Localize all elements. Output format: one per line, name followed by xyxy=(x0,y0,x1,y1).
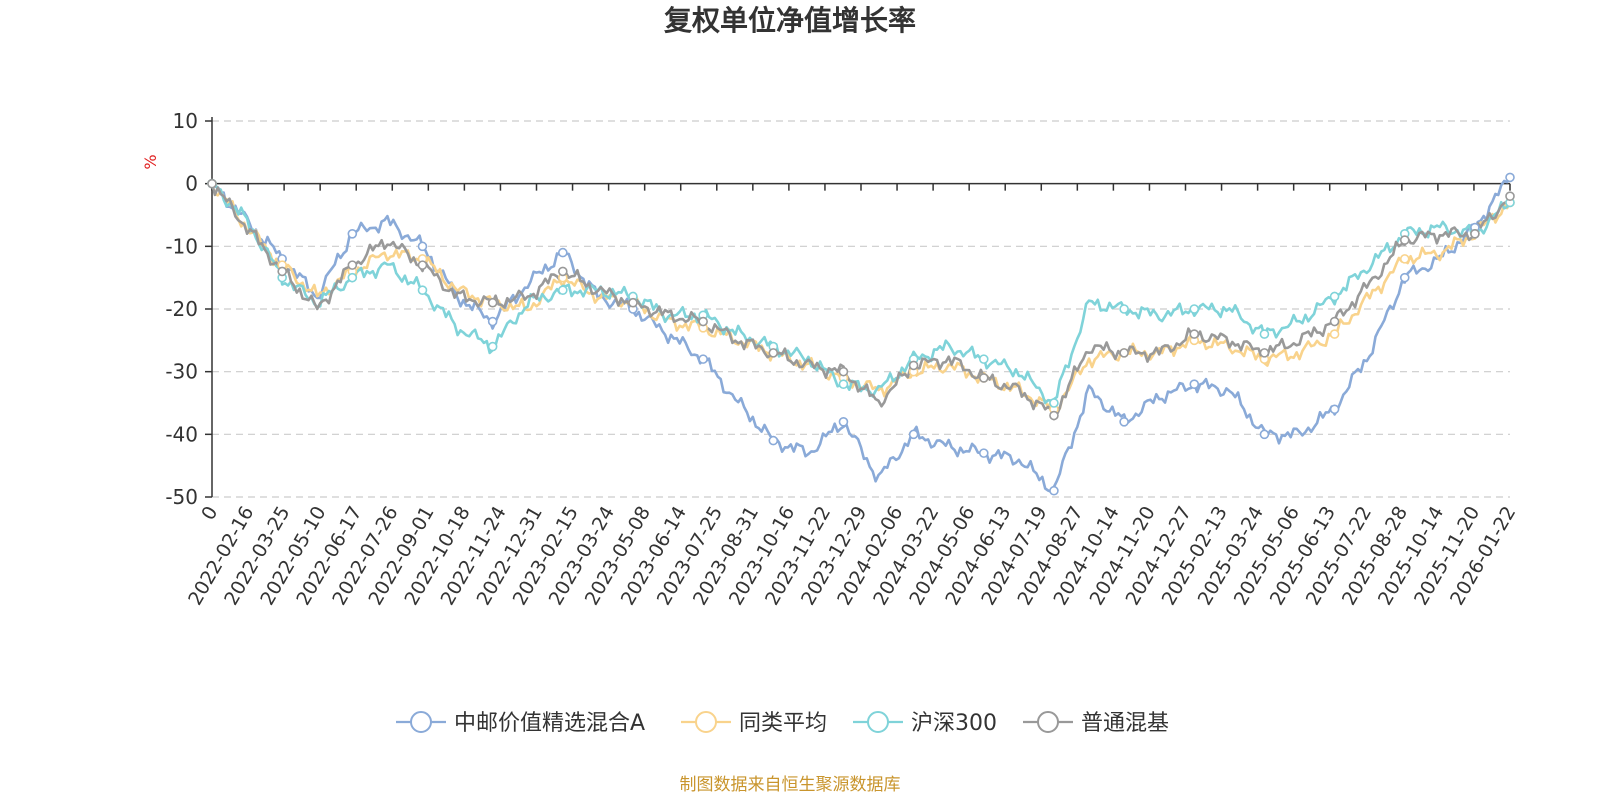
legend-circle-icon xyxy=(695,711,717,733)
series-marker xyxy=(1259,348,1270,358)
series-marker xyxy=(698,354,708,364)
series-marker xyxy=(1189,379,1200,390)
series-marker xyxy=(978,448,989,458)
grid-layer xyxy=(212,120,1510,498)
legend-label: 沪深300 xyxy=(911,711,997,736)
y-tick-label: -10 xyxy=(165,234,198,258)
series-line xyxy=(211,182,1512,405)
series-marker xyxy=(347,272,358,283)
y-tick-label: 10 xyxy=(173,109,198,133)
series-marker xyxy=(487,341,498,352)
series-line xyxy=(210,183,1512,421)
series-marker xyxy=(1189,329,1200,339)
series-marker xyxy=(978,354,989,364)
series-marker xyxy=(838,366,849,377)
marker-layer xyxy=(207,172,1515,496)
series-marker xyxy=(768,348,779,358)
legend-item[interactable]: 同类平均 xyxy=(681,711,827,736)
legend-item[interactable]: 中邮价值精选混合A xyxy=(396,711,645,736)
series-marker xyxy=(1259,429,1270,440)
legend-item[interactable]: 普通混基 xyxy=(1023,711,1169,736)
series-marker xyxy=(1189,304,1200,314)
series-marker xyxy=(417,285,428,296)
series-marker xyxy=(1505,191,1515,201)
series-marker xyxy=(558,247,568,258)
series-marker xyxy=(487,297,498,308)
legend[interactable]: 中邮价值精选混合A 同类平均 沪深300 普通混基 xyxy=(396,711,1169,736)
series-marker xyxy=(1329,404,1340,415)
y-tick-label: 0 xyxy=(185,172,198,196)
series-marker xyxy=(978,373,989,383)
legend-label: 普通混基 xyxy=(1081,711,1169,736)
series-marker xyxy=(628,297,638,308)
series-marker xyxy=(1329,316,1340,327)
series-marker xyxy=(908,360,919,371)
series-marker xyxy=(277,266,287,277)
series-marker xyxy=(1329,291,1340,302)
series-marker xyxy=(1119,348,1129,358)
series-marker xyxy=(487,316,498,327)
series-marker xyxy=(1049,485,1059,496)
series-marker xyxy=(1399,272,1410,283)
series-marker xyxy=(698,316,708,327)
series-marker xyxy=(1470,229,1480,239)
series-marker xyxy=(908,429,919,440)
series-marker xyxy=(1399,254,1410,264)
series-marker xyxy=(207,178,217,189)
series-marker xyxy=(417,260,428,270)
series-marker xyxy=(347,260,358,270)
series-marker xyxy=(768,435,779,446)
series-marker xyxy=(1505,172,1515,183)
legend-item[interactable]: 沪深300 xyxy=(853,711,997,736)
series-layer xyxy=(210,176,1512,493)
y-tick-label: -50 xyxy=(165,485,198,509)
series-marker xyxy=(1119,304,1129,314)
series-marker xyxy=(1049,398,1059,408)
series-marker xyxy=(1399,235,1410,245)
series-marker xyxy=(347,229,358,239)
series-marker xyxy=(1329,329,1340,339)
series-marker xyxy=(417,241,428,252)
legend-circle-icon xyxy=(867,711,889,733)
y-tick-label: -30 xyxy=(165,360,198,384)
y-axis-unit: % xyxy=(141,154,160,169)
legend-label: 同类平均 xyxy=(739,711,827,736)
series-line xyxy=(210,183,1512,411)
series-marker xyxy=(558,266,568,277)
axis-layer: 100-10-20-30-40-5002022-02-162022-03-252… xyxy=(165,109,1520,609)
series-marker xyxy=(838,416,849,427)
legend-circle-icon xyxy=(410,711,432,733)
series-marker xyxy=(1049,410,1059,421)
x-tick-label: 0 xyxy=(197,503,222,524)
y-tick-label: -40 xyxy=(165,422,198,446)
series-marker xyxy=(838,379,849,390)
series-marker xyxy=(1259,329,1270,339)
series-line xyxy=(211,176,1512,493)
legend-label: 中邮价值精选混合A xyxy=(454,711,645,736)
series-marker xyxy=(558,285,568,296)
series-marker xyxy=(1119,416,1129,427)
data-source: 制图数据来自恒生聚源数据库 xyxy=(680,775,901,795)
y-tick-label: -20 xyxy=(165,297,198,321)
legend-circle-icon xyxy=(1037,711,1059,733)
chart-title: 复权单位净值增长率 xyxy=(664,4,916,37)
